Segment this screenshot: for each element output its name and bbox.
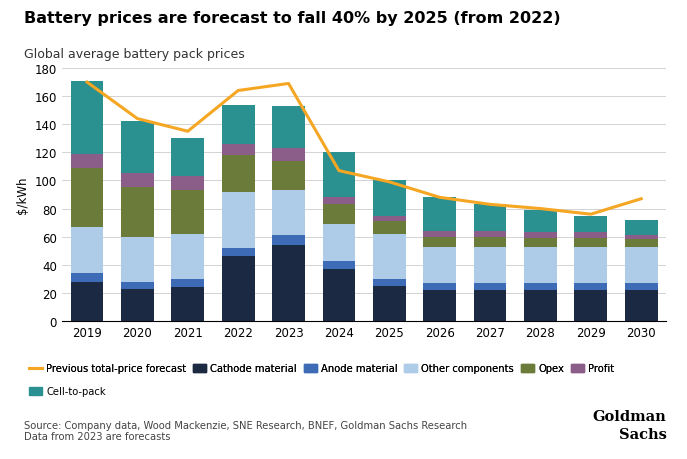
Bar [373, 279, 405, 286]
Bar [625, 236, 657, 240]
Bar [172, 191, 204, 235]
Bar [423, 198, 456, 231]
Previous total-price forecast [486, 202, 494, 207]
Previous total-price forecast [637, 196, 645, 202]
Bar [625, 291, 657, 321]
Previous total-price forecast [83, 80, 91, 86]
Bar [222, 192, 254, 248]
Bar [323, 269, 355, 321]
Bar [323, 153, 355, 198]
Bar [473, 205, 506, 231]
Bar [71, 154, 104, 168]
Text: Global average battery pack prices: Global average battery pack prices [24, 48, 245, 61]
Bar [121, 122, 154, 174]
Bar [121, 174, 154, 188]
Previous total-price forecast [436, 195, 444, 201]
Bar [121, 289, 154, 321]
Bar [272, 236, 305, 246]
Bar [473, 247, 506, 283]
Bar [121, 282, 154, 289]
Bar [71, 227, 104, 274]
Y-axis label: $/kWh: $/kWh [16, 176, 29, 214]
Bar [373, 216, 405, 222]
Bar [524, 291, 556, 321]
Bar [625, 240, 657, 247]
Bar [272, 106, 305, 149]
Bar [423, 231, 456, 237]
Bar [172, 288, 204, 321]
Previous total-price forecast [385, 179, 394, 185]
Bar [524, 239, 556, 247]
Bar [323, 261, 355, 269]
Bar [373, 286, 405, 321]
Bar [222, 257, 254, 321]
Legend: Previous total-price forecast, Cathode material, Anode material, Other component: Previous total-price forecast, Cathode m… [29, 364, 614, 374]
Bar [71, 274, 104, 282]
Bar [574, 291, 607, 321]
Bar [323, 205, 355, 224]
Bar [323, 198, 355, 205]
Bar [222, 248, 254, 257]
Bar [473, 231, 506, 237]
Text: Source: Company data, Wood Mackenzie, SNE Research, BNEF, Goldman Sachs Research: Source: Company data, Wood Mackenzie, SN… [24, 420, 467, 442]
Bar [574, 239, 607, 247]
Bar [222, 105, 254, 145]
Previous total-price forecast [183, 129, 192, 134]
Previous total-price forecast [284, 82, 293, 87]
Bar [121, 188, 154, 237]
Bar [423, 291, 456, 321]
Line: Previous total-price forecast: Previous total-price forecast [87, 83, 641, 215]
Bar [574, 233, 607, 239]
Legend: Cell-to-pack: Cell-to-pack [29, 386, 106, 397]
Previous total-price forecast [587, 212, 595, 218]
Bar [222, 156, 254, 192]
Bar [625, 220, 657, 236]
Bar [71, 282, 104, 321]
Bar [625, 283, 657, 291]
Bar [473, 291, 506, 321]
Bar [71, 168, 104, 227]
Bar [222, 145, 254, 156]
Bar [423, 237, 456, 247]
Previous total-price forecast [537, 207, 545, 212]
Bar [272, 191, 305, 236]
Bar [574, 247, 607, 283]
Bar [272, 246, 305, 321]
Bar [121, 237, 154, 282]
Bar [423, 283, 456, 291]
Previous total-price forecast [234, 89, 243, 94]
Bar [172, 177, 204, 191]
Bar [524, 283, 556, 291]
Bar [524, 247, 556, 283]
Bar [574, 216, 607, 233]
Bar [323, 224, 355, 261]
Bar [473, 283, 506, 291]
Bar [473, 237, 506, 247]
Bar [373, 181, 405, 216]
Bar [524, 211, 556, 233]
Bar [423, 247, 456, 283]
Bar [272, 149, 305, 162]
Bar [71, 81, 104, 154]
Text: Battery prices are forecast to fall 40% by 2025 (from 2022): Battery prices are forecast to fall 40% … [24, 11, 561, 27]
Previous total-price forecast [133, 117, 142, 122]
Bar [574, 283, 607, 291]
Bar [172, 235, 204, 279]
Bar [272, 162, 305, 191]
Bar [172, 279, 204, 288]
Text: Goldman
Sachs: Goldman Sachs [593, 409, 666, 441]
Bar [524, 233, 556, 239]
Previous total-price forecast [335, 168, 343, 174]
Bar [625, 247, 657, 283]
Bar [373, 235, 405, 279]
Bar [373, 222, 405, 235]
Bar [172, 139, 204, 177]
